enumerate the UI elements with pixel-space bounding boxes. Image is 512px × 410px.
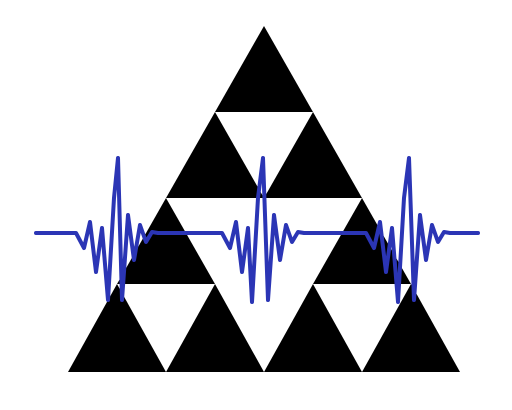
- triangle-bottom-1: [68, 284, 166, 372]
- triangle-bottom-3: [264, 284, 362, 372]
- sierpinski-triangle: [68, 26, 460, 372]
- ecg-waveform: [34, 156, 480, 304]
- triangle-bottom-4: [362, 284, 460, 372]
- triangle-row2-left: [166, 112, 264, 198]
- triangle-row3-left: [117, 198, 215, 284]
- triangle-row2-right: [264, 112, 362, 198]
- triangle-bottom-2: [166, 284, 264, 372]
- triangle-top: [215, 26, 313, 112]
